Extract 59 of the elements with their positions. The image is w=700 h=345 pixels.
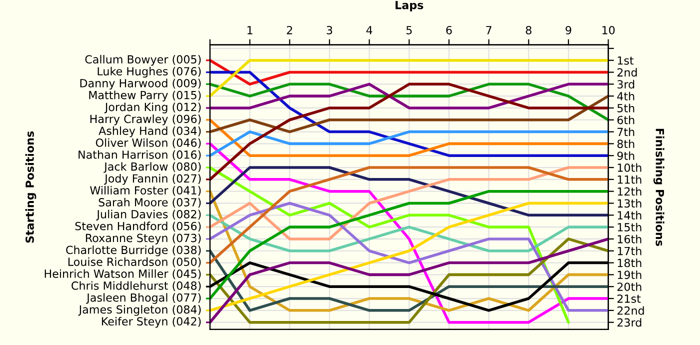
legend-label: Nathan Harrison (016) — [78, 150, 201, 160]
x-tick-label: 5 — [406, 26, 412, 34]
y2-tick-label: 14th — [618, 210, 642, 220]
y2-tick-label: 9th — [617, 151, 634, 160]
legend-label: Heinrich Watson Miller (045) — [44, 269, 201, 280]
y2-tick-label: 7th — [618, 128, 634, 136]
y2-tick-label: 8th — [617, 139, 634, 148]
legend-label: Ashley Hand (034) — [98, 126, 201, 138]
y2-tick-label: 21st — [617, 294, 641, 303]
legend-label: Harry Crawley (096) — [90, 114, 201, 126]
y2-axis-title: Finishing Positions — [653, 128, 664, 246]
y2-tick-label: 1st — [618, 56, 634, 65]
y2-tick-label: 11th — [618, 175, 642, 184]
legend-label: Chris Middlehurst (048) — [72, 281, 201, 292]
legend-label: Jordan King (012) — [104, 102, 201, 114]
y2-tick-label: 3rd — [617, 80, 634, 89]
legend-label: Keifer Steyn (042) — [102, 316, 201, 328]
x-tick-label: 4 — [366, 26, 372, 34]
x-tick-label: 2 — [286, 26, 292, 34]
y2-tick-label: 13th — [618, 199, 642, 208]
y2-tick-label: 6th — [617, 116, 634, 124]
x-axis-title: Laps — [396, 0, 424, 12]
legend-label: James Singleton (084) — [78, 305, 201, 316]
legend-label: Luke Hughes (076) — [98, 66, 201, 78]
x-tick-label: 10 — [602, 26, 615, 34]
y2-tick-label: 15th — [618, 222, 642, 232]
x-tick-label: 7 — [486, 26, 492, 34]
x-tick-label: 9 — [566, 26, 572, 34]
legend-label: Louise Richardson (050) — [68, 257, 201, 268]
legend-label: Jack Barlow (080) — [104, 162, 201, 173]
legend-label: Oliver Wilson (046) — [96, 138, 201, 148]
legend-label: Matthew Parry (015) — [89, 90, 201, 102]
legend-label: Julian Davies (082) — [96, 210, 201, 220]
y2-tick-label: 12th — [618, 187, 642, 196]
legend-label: Steven Handford (056) — [75, 222, 201, 232]
y2-tick-label: 19th — [618, 270, 642, 280]
legend-label: Jody Fannin (027) — [104, 174, 201, 185]
x-tick-label: 6 — [446, 26, 452, 34]
x-tick-label: 3 — [326, 26, 332, 34]
y2-tick-label: 23rd — [617, 318, 642, 327]
y2-tick-label: 17th — [618, 246, 642, 256]
text: Starting Positions — [25, 131, 36, 243]
y2-tick-label: 18th — [618, 258, 642, 268]
y2-tick-label: 22nd — [617, 306, 644, 315]
y2-tick-label: 16th — [618, 234, 642, 244]
y2-tick-label: 10th — [618, 163, 642, 172]
legend-label: Callum Bowyer (005) — [85, 54, 201, 66]
y2-tick-label: 20th — [617, 282, 642, 291]
legend-label: Roxanne Steyn (073) — [86, 234, 201, 244]
legend-label: Charlotte Burridge (038) — [66, 246, 201, 256]
y2-tick-label: 5th — [617, 104, 634, 112]
y2-tick-label: 4th — [617, 92, 634, 100]
legend-label: Danny Harwood (009) — [80, 78, 201, 90]
legend-label: Sarah Moore (037) — [98, 198, 201, 208]
legend-label: Jasleen Bhogal (077) — [86, 293, 201, 304]
x-tick-label: 8 — [526, 26, 532, 34]
y2-tick-label: 2nd — [617, 68, 637, 77]
x-tick-label: 1 — [248, 26, 252, 34]
legend-label: William Foster (041) — [90, 186, 201, 196]
